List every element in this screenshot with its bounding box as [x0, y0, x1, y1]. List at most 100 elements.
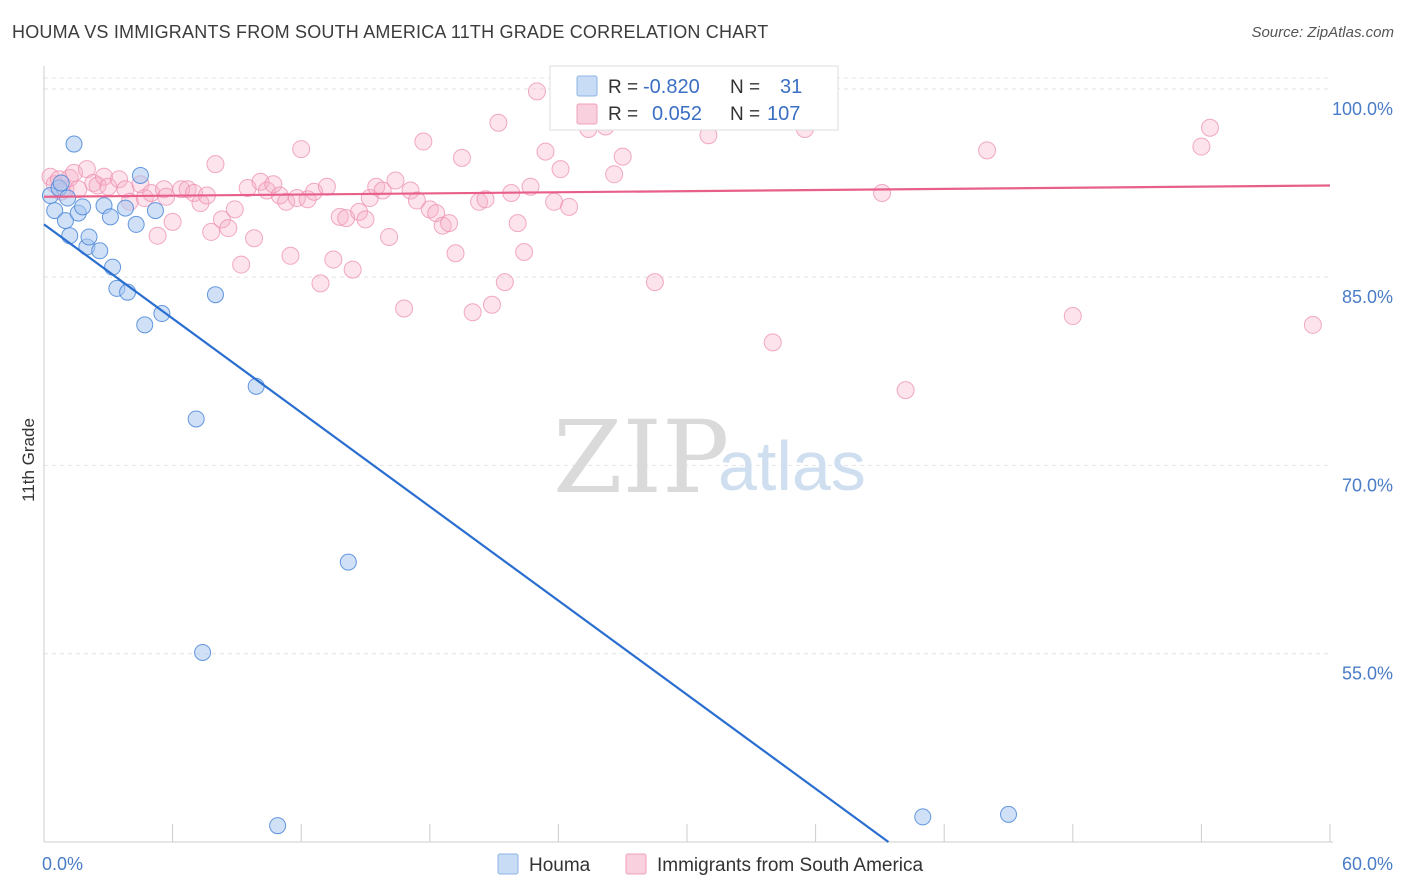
immigrants-point	[395, 299, 414, 318]
immigrants-point	[763, 333, 782, 352]
houma-point	[187, 410, 205, 428]
immigrants-point	[605, 165, 624, 184]
immigrants-point	[343, 260, 362, 279]
immigrants-point	[225, 200, 244, 219]
immigrants-point	[896, 381, 915, 400]
houma-point	[101, 208, 119, 226]
immigrants-point	[521, 177, 540, 196]
houma-point	[914, 808, 932, 826]
houma-point	[52, 174, 70, 192]
trend-lines	[43, 184, 1331, 843]
legend-immig-swatch	[576, 103, 598, 125]
immigrants-point	[527, 82, 546, 101]
immigrants-point	[206, 155, 225, 174]
houma-point	[131, 166, 149, 184]
immigrants-point	[489, 113, 508, 132]
immigrants-point	[202, 222, 221, 241]
houma-trend-line	[43, 223, 890, 843]
houma-point	[80, 228, 98, 246]
immigrants-point	[508, 214, 527, 233]
y-tick-labels: 55.0% 70.0% 85.0% 100.0%	[1332, 99, 1393, 684]
immigrants-point	[515, 243, 534, 262]
y-tick-label: 100.0%	[1332, 99, 1393, 119]
legend-immig-r-label: R =	[608, 104, 638, 125]
immigrants-point	[324, 250, 343, 269]
watermark-atlas: atlas	[718, 427, 866, 505]
immigrants-point	[551, 160, 570, 179]
immigrants-point	[401, 181, 420, 200]
houma-point	[206, 286, 224, 304]
legend-bottom-immig-label: Immigrants from South America	[657, 855, 924, 876]
legend-bottom-houma-label: Houma	[529, 855, 591, 876]
legend-immig-r-value: 0.052	[652, 103, 702, 125]
immigrants-trend-line	[43, 184, 1331, 198]
immigrants-point	[317, 177, 336, 196]
legend-houma-swatch	[576, 75, 598, 97]
houma-point	[194, 643, 212, 661]
immigrants-point	[536, 142, 555, 161]
immigrants-point	[264, 175, 283, 194]
watermark-zip: ZIP	[553, 399, 729, 516]
houma-point	[1000, 805, 1017, 823]
immigrants-point	[446, 244, 465, 263]
immigrants-point	[311, 274, 330, 293]
x-tick-labels: 0.0% 60.0%	[42, 854, 1393, 874]
chart-title: HOUMA VS IMMIGRANTS FROM SOUTH AMERICA 1…	[12, 22, 769, 42]
legend-houma-r-label: R =	[608, 77, 638, 98]
immigrants-point	[613, 147, 632, 166]
houma-point	[59, 189, 77, 207]
immigrants-point	[281, 246, 300, 265]
y-tick-label: 85.0%	[1342, 287, 1393, 307]
immigrants-point	[978, 141, 997, 160]
immigrants-point	[350, 202, 369, 221]
immigrants-point	[452, 148, 471, 167]
immigrants-point	[330, 207, 349, 226]
legend-immig-n-label: N =	[730, 104, 760, 125]
immigrants-point	[463, 303, 482, 322]
immigrants-point	[414, 132, 433, 151]
immigrants-point	[1303, 315, 1322, 334]
houma-point	[65, 135, 83, 153]
immigrants-point	[292, 140, 311, 159]
immigrants-point	[440, 214, 459, 233]
immigrants-point	[560, 197, 579, 216]
houma-point	[269, 817, 287, 835]
immigrants-point	[1200, 118, 1219, 137]
immigrants-point	[482, 295, 501, 314]
houma-point	[153, 305, 171, 323]
immigrants-point	[873, 184, 892, 203]
houma-point	[91, 242, 109, 260]
houma-points	[41, 135, 1017, 835]
source-label: Source: ZipAtlas.com	[1251, 24, 1394, 41]
immigrants-point	[1192, 137, 1211, 156]
legend-top-box	[549, 65, 839, 131]
immigrants-point	[148, 226, 167, 245]
houma-point	[46, 202, 64, 220]
immigrants-point	[386, 171, 405, 190]
watermark: ZIP atlas	[553, 399, 866, 516]
immigrants-point	[1063, 307, 1082, 326]
y-axis-title: 11th Grade	[19, 418, 38, 502]
y-tick-label: 70.0%	[1342, 475, 1393, 495]
legend-bottom-immig-swatch	[625, 853, 647, 875]
legend-houma-n-value: 31	[780, 76, 802, 98]
legend-houma-n-label: N =	[730, 77, 760, 98]
immigrants-point	[495, 273, 514, 292]
legend-bottom: Houma Immigrants from South America	[497, 853, 924, 876]
immigrants-point	[95, 167, 114, 186]
legend-immig-n-value: 107	[767, 103, 800, 125]
houma-point	[127, 215, 145, 233]
immigrants-point	[277, 192, 296, 211]
immigrants-point	[163, 212, 182, 231]
houma-point	[116, 199, 134, 217]
immigrants-point	[110, 170, 129, 189]
houma-point	[146, 202, 164, 220]
houma-point	[339, 553, 357, 571]
immigrants-point	[245, 229, 264, 248]
legend-houma-r-value: -0.820	[643, 76, 700, 98]
immigrants-point	[356, 210, 375, 229]
immigrants-point	[476, 190, 495, 209]
houma-point	[104, 258, 122, 276]
legend-bottom-houma-swatch	[497, 853, 519, 875]
